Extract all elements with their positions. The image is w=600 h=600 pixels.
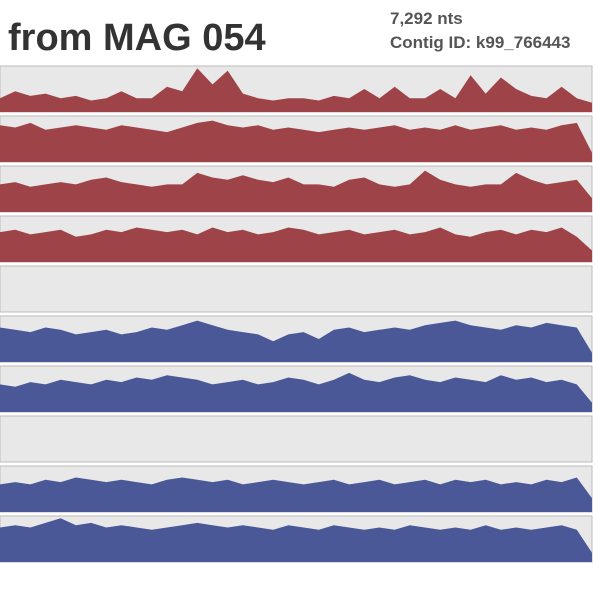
coverage-area [0,320,592,362]
coverage-area [0,227,592,262]
coverage-area [0,372,592,412]
coverage-area [0,68,592,112]
chart-title: from MAG 054 [8,17,266,59]
track-background [0,415,593,463]
coverage-area [0,120,592,162]
coverage-area [0,477,592,512]
contig-id: Contig ID: k99_766443 [390,33,570,52]
track-background [0,265,593,313]
coverage-area [0,518,592,562]
contig-length: 7,292 nts [390,9,463,28]
coverage-area [0,170,592,212]
